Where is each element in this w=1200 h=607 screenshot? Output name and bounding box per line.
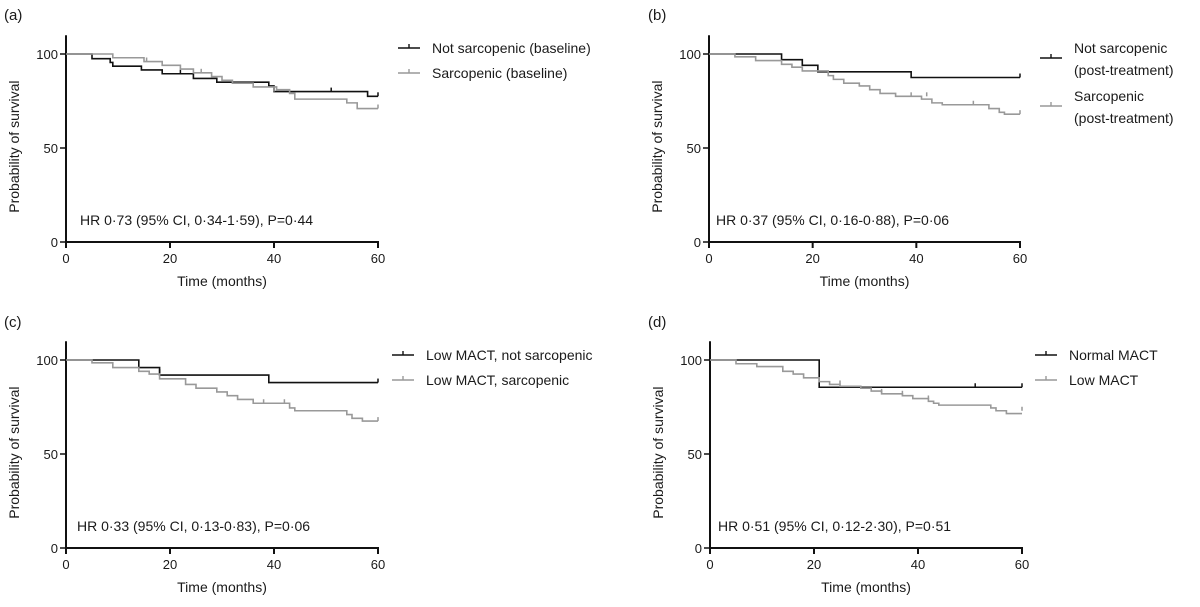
- series-gray: [66, 359, 379, 422]
- x-tick-label: 60: [1015, 557, 1029, 572]
- hazard-ratio-annotation: HR 0·33 (95% CI, 0·13-0·83), P=0·06: [77, 518, 310, 534]
- legend-item: Low MACT, not sarcopenic: [392, 347, 593, 363]
- survival-curve: [710, 359, 1022, 415]
- legend-label: Not sarcopenic (baseline): [432, 40, 591, 56]
- survival-curve: [66, 359, 378, 422]
- y-tick-label: 0: [51, 541, 58, 556]
- legend-label: Normal MACT: [1069, 347, 1158, 363]
- series-black: [66, 359, 379, 384]
- panel-label: (d): [648, 314, 666, 331]
- panel-d: (d) 0 20 40 60 0 50 100 Time (months) Probability…: [648, 314, 1158, 595]
- x-tick-label: 40: [267, 557, 281, 572]
- legend-item: Not sarcopenic (baseline): [398, 40, 591, 56]
- y-tick-label: 100: [36, 353, 58, 368]
- y-tick-label: 100: [680, 353, 702, 368]
- legend-label: Low MACT: [1069, 372, 1139, 388]
- x-tick-label: 40: [911, 557, 925, 572]
- legend-item: Not sarcopenic (post-treatment): [1040, 40, 1174, 78]
- legend-label: Low MACT, not sarcopenic: [426, 347, 593, 363]
- survival-curve: [709, 53, 1020, 115]
- series-black: [710, 359, 1023, 389]
- x-axis-title: Time (months): [821, 579, 911, 595]
- x-axis-title: Time (months): [177, 273, 267, 289]
- legend-item: Low MACT: [1035, 372, 1139, 388]
- y-tick-label: 100: [679, 47, 701, 62]
- x-tick-label: 0: [706, 557, 713, 572]
- legend-item: Sarcopenic (baseline): [398, 65, 567, 81]
- x-tick-label: 20: [163, 251, 177, 266]
- x-tick-label: 20: [805, 251, 819, 266]
- x-tick-label: 60: [371, 251, 385, 266]
- legend-label: Low MACT, sarcopenic: [426, 372, 569, 388]
- panel-b: (b) 0 20 40 60 0 50 100 Time (months) Probability…: [648, 7, 1174, 289]
- series-black: [709, 53, 1021, 79]
- y-tick-label: 0: [694, 235, 701, 250]
- panel-label: (c): [4, 314, 22, 331]
- legend-item: Sarcopenic (post-treatment): [1040, 88, 1174, 126]
- legend-label: Not sarcopenic: [1074, 40, 1167, 56]
- y-axis-title: Probability of survival: [6, 80, 22, 212]
- x-tick-label: 20: [807, 557, 821, 572]
- y-tick-label: 100: [36, 47, 58, 62]
- y-tick-label: 50: [44, 141, 58, 156]
- y-tick-label: 0: [51, 235, 58, 250]
- survival-curve: [710, 359, 1022, 389]
- survival-curve: [709, 53, 1020, 79]
- hazard-ratio-annotation: HR 0·73 (95% CI, 0·34-1·59), P=0·44: [80, 212, 313, 228]
- x-tick-label: 0: [705, 251, 712, 266]
- x-axis-title: Time (months): [820, 273, 910, 289]
- y-axis-title: Probability of survival: [649, 80, 665, 212]
- survival-curve: [66, 53, 378, 110]
- x-axis-title: Time (months): [177, 579, 267, 595]
- legend-item: Low MACT, sarcopenic: [392, 372, 569, 388]
- panel-label: (a): [4, 7, 22, 24]
- x-tick-label: 0: [62, 251, 69, 266]
- y-tick-label: 0: [695, 541, 702, 556]
- x-tick-label: 0: [62, 557, 69, 572]
- y-tick-label: 50: [44, 447, 58, 462]
- legend-label: (post-treatment): [1074, 110, 1174, 126]
- legend-label: Sarcopenic: [1074, 88, 1144, 104]
- panel-a: (a) 0 20 40 60 0 50 100 Time (months) Probability…: [4, 7, 591, 289]
- x-tick-label: 60: [371, 557, 385, 572]
- series-gray: [66, 53, 379, 110]
- x-tick-label: 60: [1013, 251, 1027, 266]
- x-tick-label: 40: [267, 251, 281, 266]
- series-black: [66, 53, 379, 98]
- y-axis-title: Probability of survival: [6, 386, 22, 518]
- y-axis-title: Probability of survival: [650, 386, 666, 518]
- legend-label: Sarcopenic (baseline): [432, 65, 567, 81]
- hazard-ratio-annotation: HR 0·37 (95% CI, 0·16-0·88), P=0·06: [716, 212, 949, 228]
- y-tick-label: 50: [687, 141, 701, 156]
- y-tick-label: 50: [688, 447, 702, 462]
- legend-label: (post-treatment): [1074, 62, 1174, 78]
- legend-item: Normal MACT: [1035, 347, 1158, 363]
- x-tick-label: 40: [909, 251, 923, 266]
- series-gray: [710, 359, 1023, 415]
- series-gray: [709, 53, 1021, 115]
- panel-c: (c) 0 20 40 60 0 50 100 Time (months) Probability…: [4, 314, 593, 595]
- x-tick-label: 20: [163, 557, 177, 572]
- panel-label: (b): [648, 7, 666, 24]
- hazard-ratio-annotation: HR 0·51 (95% CI, 0·12-2·30), P=0·51: [718, 518, 951, 534]
